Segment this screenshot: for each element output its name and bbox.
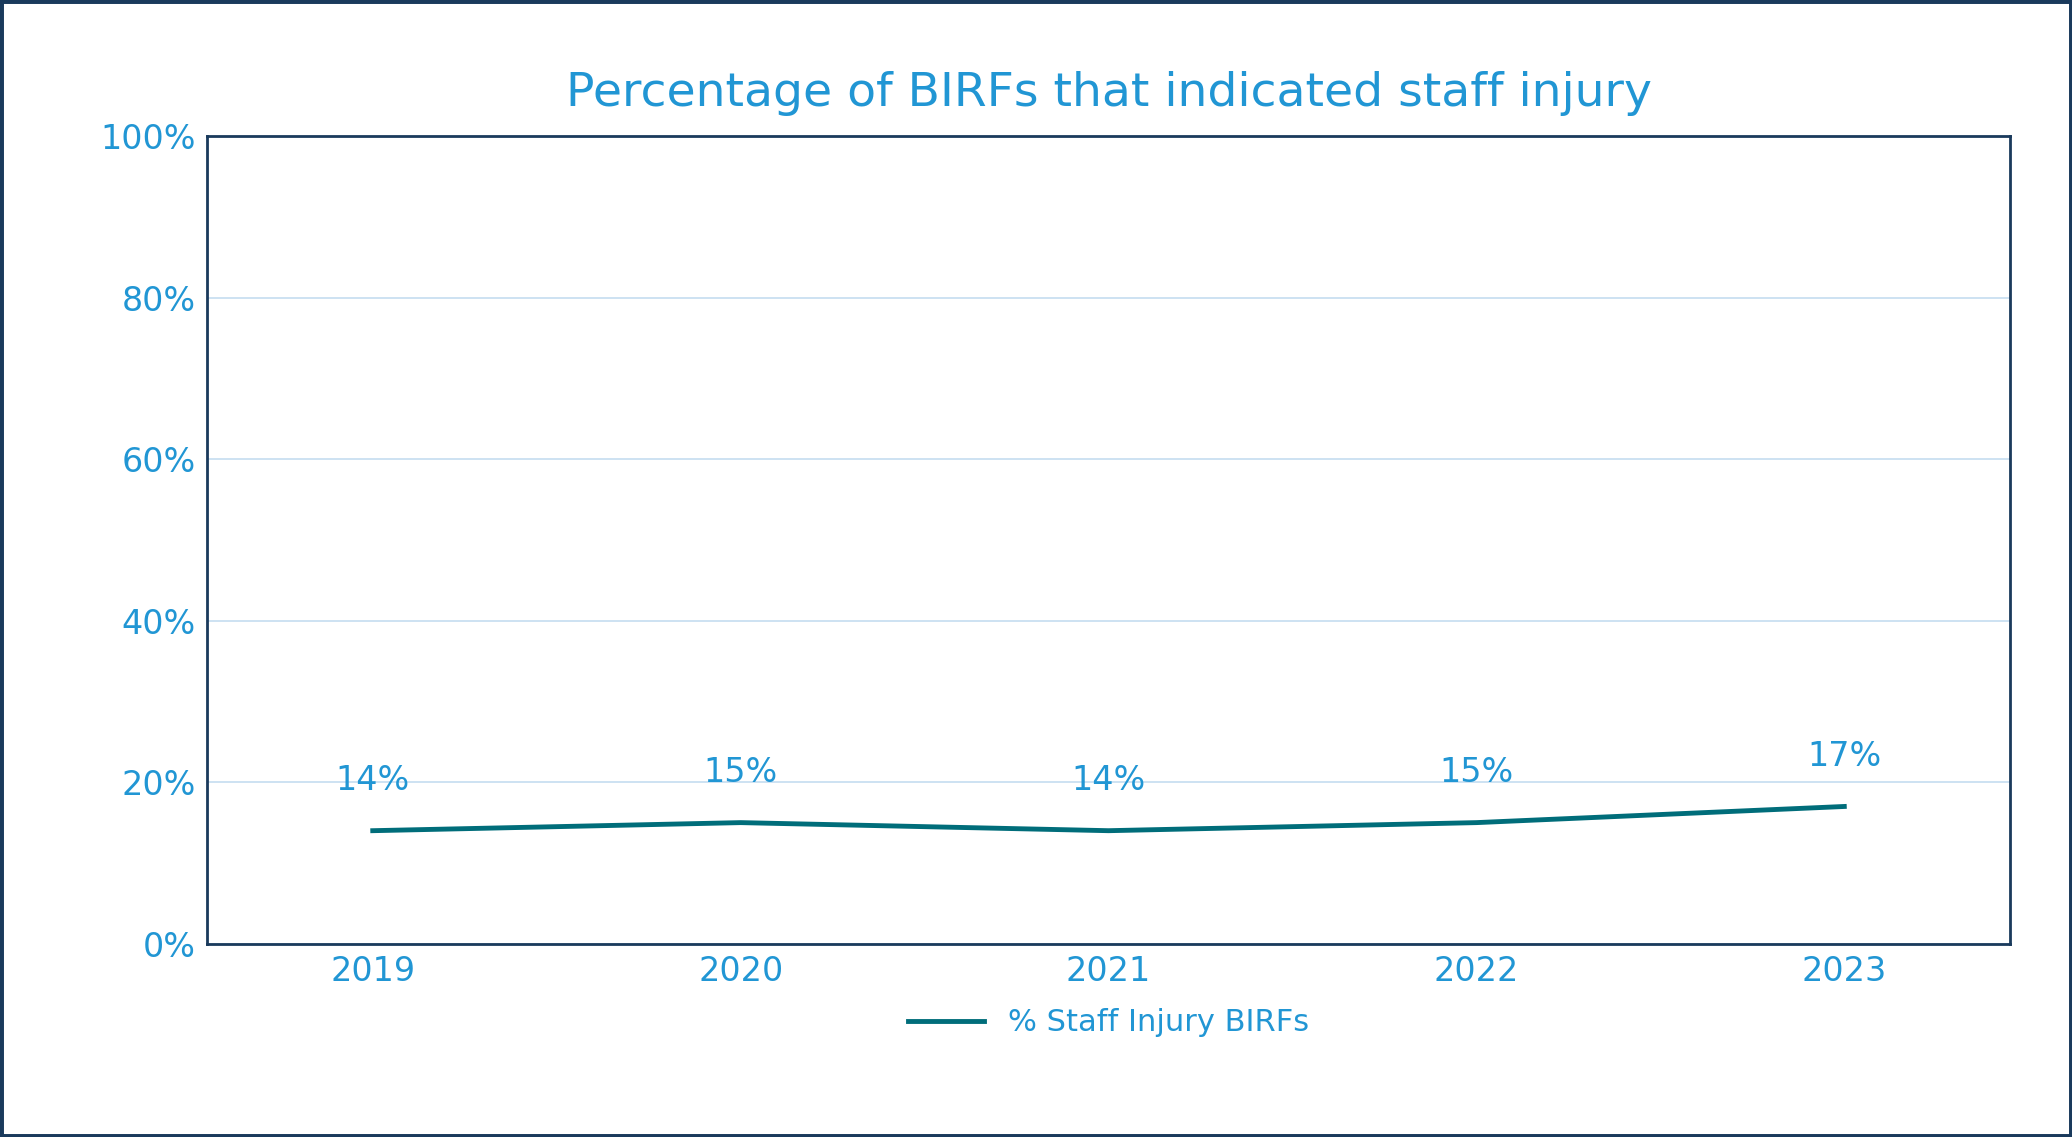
- Text: 14%: 14%: [336, 764, 410, 797]
- Text: 14%: 14%: [1071, 764, 1146, 797]
- Text: 15%: 15%: [704, 756, 777, 789]
- Text: 17%: 17%: [1807, 740, 1881, 773]
- Legend: % Staff Injury BIRFs: % Staff Injury BIRFs: [895, 996, 1322, 1049]
- Title: Percentage of BIRFs that indicated staff injury: Percentage of BIRFs that indicated staff…: [566, 70, 1651, 116]
- Text: 15%: 15%: [1440, 756, 1513, 789]
